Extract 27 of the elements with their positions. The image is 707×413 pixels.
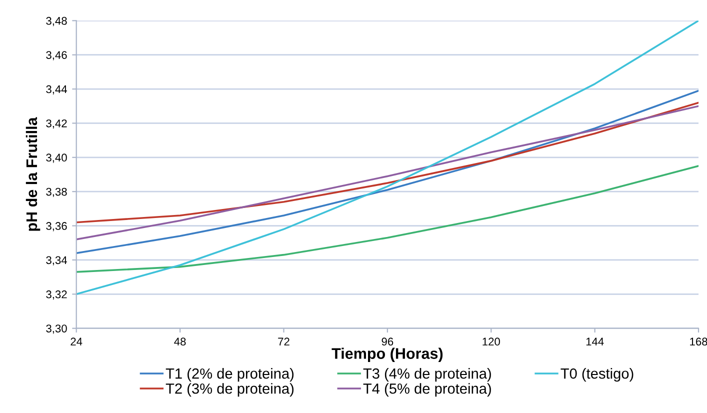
x-tick-label: 72	[278, 338, 290, 346]
line-series	[76, 90, 699, 254]
y-axis-title: pH de la Frutilla	[26, 117, 40, 231]
x-tick-label: 48	[174, 338, 186, 346]
legend-label: T3 (4% de proteina)	[363, 368, 491, 382]
y-tick-label: 3,46	[46, 51, 67, 60]
y-tick-label: 3,40	[46, 154, 67, 163]
y-tick-label: 3,34	[46, 256, 68, 266]
x-axis-title: Tiempo (Horas)	[332, 348, 443, 362]
line-series	[76, 20, 699, 296]
y-tick-label: 3,30	[46, 324, 67, 334]
y-tick-label: 3,36	[46, 222, 67, 232]
legend-label: T4 (5% de proteina)	[363, 383, 491, 397]
x-tick-label: 120	[482, 338, 500, 346]
legend-label: T2 (3% de proteina)	[166, 383, 294, 397]
x-tick-label: 24	[70, 338, 82, 346]
x-tick-label: 144	[586, 338, 604, 346]
y-tick-label: 3,48	[46, 16, 67, 26]
y-tick-label: 3,42	[46, 119, 67, 129]
x-tick-label: 168	[690, 338, 707, 346]
x-tick-label: 96	[382, 338, 394, 346]
y-tick-label: 3,32	[46, 290, 67, 300]
legend-label: T0 (testigo)	[560, 368, 634, 382]
line-series	[76, 165, 699, 273]
legend-label: T1 (2% de proteina)	[166, 368, 294, 382]
y-tick-label: 3,44	[46, 85, 68, 94]
y-tick-label: 3,38	[46, 188, 67, 198]
